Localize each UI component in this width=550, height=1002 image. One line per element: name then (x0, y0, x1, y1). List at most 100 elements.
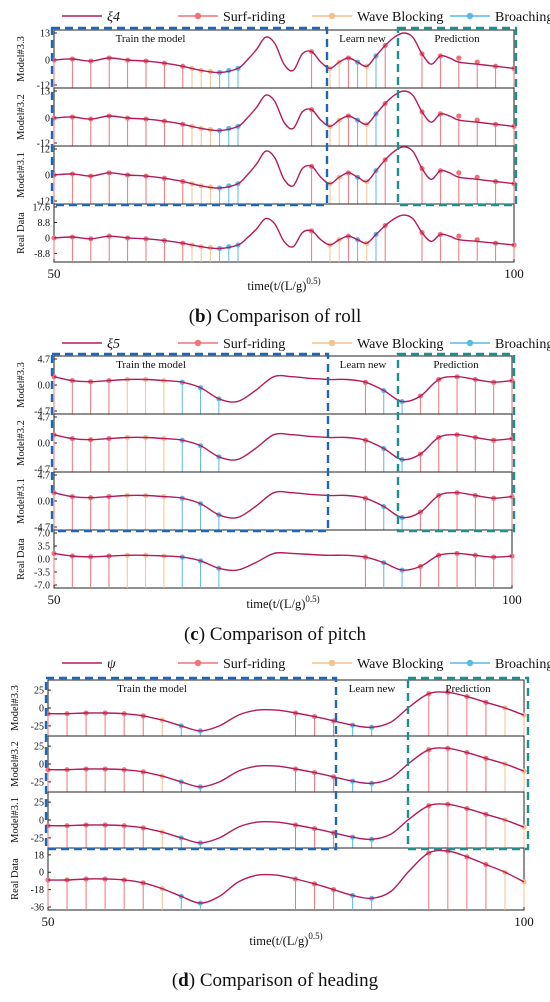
y-tick-label: 8.8 (38, 218, 51, 229)
x-tick-label: 50 (48, 592, 61, 607)
caption-roll: (b) Comparison of roll (188, 306, 362, 327)
y-tick-label: 4.7 (38, 471, 51, 482)
y-tick-label: 0 (39, 816, 44, 827)
legend-marker-surf-riding (194, 339, 202, 347)
y-tick-label: 17.6 (33, 203, 51, 214)
legend-marker-wave-blocking (328, 12, 336, 20)
legend-item-surf-riding: Surf-riding (178, 10, 285, 25)
y-tick-label: 0.0 (38, 381, 51, 392)
series-line-xi (47, 691, 525, 732)
subplot-ylabel: Model#3.1 (10, 797, 21, 843)
train-box (50, 26, 329, 207)
legend-marker-broaching (466, 12, 474, 20)
x-axis-label: time(t/(L/g)0.5) (246, 594, 319, 611)
box-label-learn-new: Learn new (340, 359, 387, 371)
legend: ξ4 Surf-riding Wave Blocking Broaching (62, 10, 550, 25)
y-tick-label: 13 (40, 29, 50, 40)
caption-roll-text: Comparison of roll (216, 306, 362, 327)
subplot-real-data: Real Data 7.0 3.5 0.0 -3.5 -7.0 (16, 529, 515, 592)
y-tick-label: 25 (34, 686, 44, 697)
series-line-xi (53, 146, 515, 189)
series-line-xi (53, 214, 515, 250)
box-label-learn-new: Learn new (339, 33, 386, 45)
subplot-ylabel: Real Data (16, 212, 27, 254)
box-label-train: Train the model (116, 33, 186, 45)
y-tick-label: 0 (39, 704, 44, 715)
legend-item-broaching: Broaching (450, 10, 550, 25)
y-tick-label: -25 (31, 833, 44, 844)
legend-item-xi: ξ5 (62, 337, 120, 352)
box-label-prediction: Prediction (433, 359, 479, 371)
legend-label-xi: ξ5 (107, 337, 120, 352)
y-tick-label: 18 (34, 850, 44, 861)
legend-label-xi: ξ4 (107, 10, 120, 25)
legend: ξ5 Surf-riding Wave Blocking Broaching (62, 337, 550, 352)
legend-item-wave-blocking: Wave Blocking (312, 10, 443, 25)
box-label-train: Train the model (116, 359, 186, 371)
legend-marker-wave-blocking (328, 659, 336, 667)
legend-label-wave-blocking: Wave Blocking (357, 337, 443, 352)
y-tick-label: -18 (31, 885, 44, 896)
subplot-frame (47, 735, 525, 793)
legend-marker-broaching (466, 339, 474, 347)
subplot-ylabel: Model#3.2 (16, 420, 27, 466)
point-surf-riding (456, 233, 462, 239)
legend-item-broaching: Broaching (450, 337, 550, 352)
y-tick-label: 0 (39, 760, 44, 771)
y-tick-label: -12 (37, 139, 50, 150)
subplot-model-3-2: Model#3.2 4.7 0.0 -4.7 (16, 413, 515, 476)
train-box (44, 676, 338, 851)
legend-marker-surf-riding (194, 659, 202, 667)
subplot-ylabel: Real Data (16, 538, 27, 580)
legend-label-wave-blocking: Wave Blocking (357, 657, 443, 672)
subplot-ylabel: Model#3.3 (10, 685, 21, 731)
legend-label-broaching: Broaching (495, 337, 550, 352)
legend-marker-broaching (466, 659, 474, 667)
point-surf-riding (456, 170, 462, 176)
y-tick-label: 0 (45, 56, 50, 67)
chart-panel-c: ξ5 Surf-riding Wave Blocking Broaching Model… (16, 337, 550, 611)
subplot-model-3-1: Model#3.1 25 0 -25 (10, 791, 527, 849)
legend-marker-wave-blocking (328, 339, 336, 347)
y-tick-label: 4.7 (38, 355, 51, 366)
point-surf-riding (511, 242, 517, 248)
subplot-real-data: Real Data 17.6 8.8 0 -8.8 (16, 203, 517, 263)
subplot-ylabel: Model#3.2 (16, 94, 27, 140)
legend-marker-surf-riding (194, 12, 202, 20)
y-tick-label: 4.7 (38, 413, 51, 424)
subplot-ylabel: Model#3.3 (16, 362, 27, 408)
chart-panel-b: ξ4 Surf-riding Wave Blocking Broaching Model… (16, 10, 550, 293)
subplot-model-3-2: Model#3.2 13 0 -12 (16, 87, 517, 150)
point-wave-blocking (521, 824, 527, 830)
caption-heading: (d) Comparison of heading (171, 970, 379, 991)
legend-item-xi: ξ4 (62, 10, 120, 25)
series-line-xi (47, 849, 525, 904)
y-tick-label: -4.7 (34, 407, 50, 418)
y-tick-label: 0.0 (38, 497, 51, 508)
series-line-xi (53, 551, 513, 572)
y-tick-label: 25 (34, 798, 44, 809)
subplot-model-3-1: Model#3.1 4.7 0.0 -4.7 (16, 471, 515, 534)
point-surf-riding (456, 55, 462, 61)
series-line-xi (47, 747, 525, 788)
subplot-frame (53, 529, 513, 589)
caption-pitch-text: Comparison of pitch (209, 624, 367, 645)
legend-item-wave-blocking: Wave Blocking (312, 337, 443, 352)
prediction-box (406, 676, 530, 851)
y-tick-label: 7.0 (38, 529, 51, 540)
legend-label-broaching: Broaching (495, 657, 550, 672)
y-tick-label: 13 (40, 87, 50, 98)
y-tick-label: -8.8 (34, 249, 50, 260)
subplot-ylabel: Model#3.3 (16, 36, 27, 82)
x-tick-label: 100 (514, 914, 534, 929)
point-surf-riding (456, 113, 462, 119)
caption-heading-text: Comparison of heading (199, 970, 379, 991)
subplot-ylabel: Model#3.1 (16, 152, 27, 198)
legend-item-xi: ψ (62, 657, 116, 672)
y-tick-label: -12 (37, 81, 50, 92)
subplot-model-3-1: Model#3.1 12 0 -12 (16, 145, 517, 208)
prediction-box (396, 26, 518, 207)
chart-panel-d: ψ Surf-riding Wave Blocking Broaching Model#… (10, 657, 550, 948)
point-wave-blocking (521, 712, 527, 718)
